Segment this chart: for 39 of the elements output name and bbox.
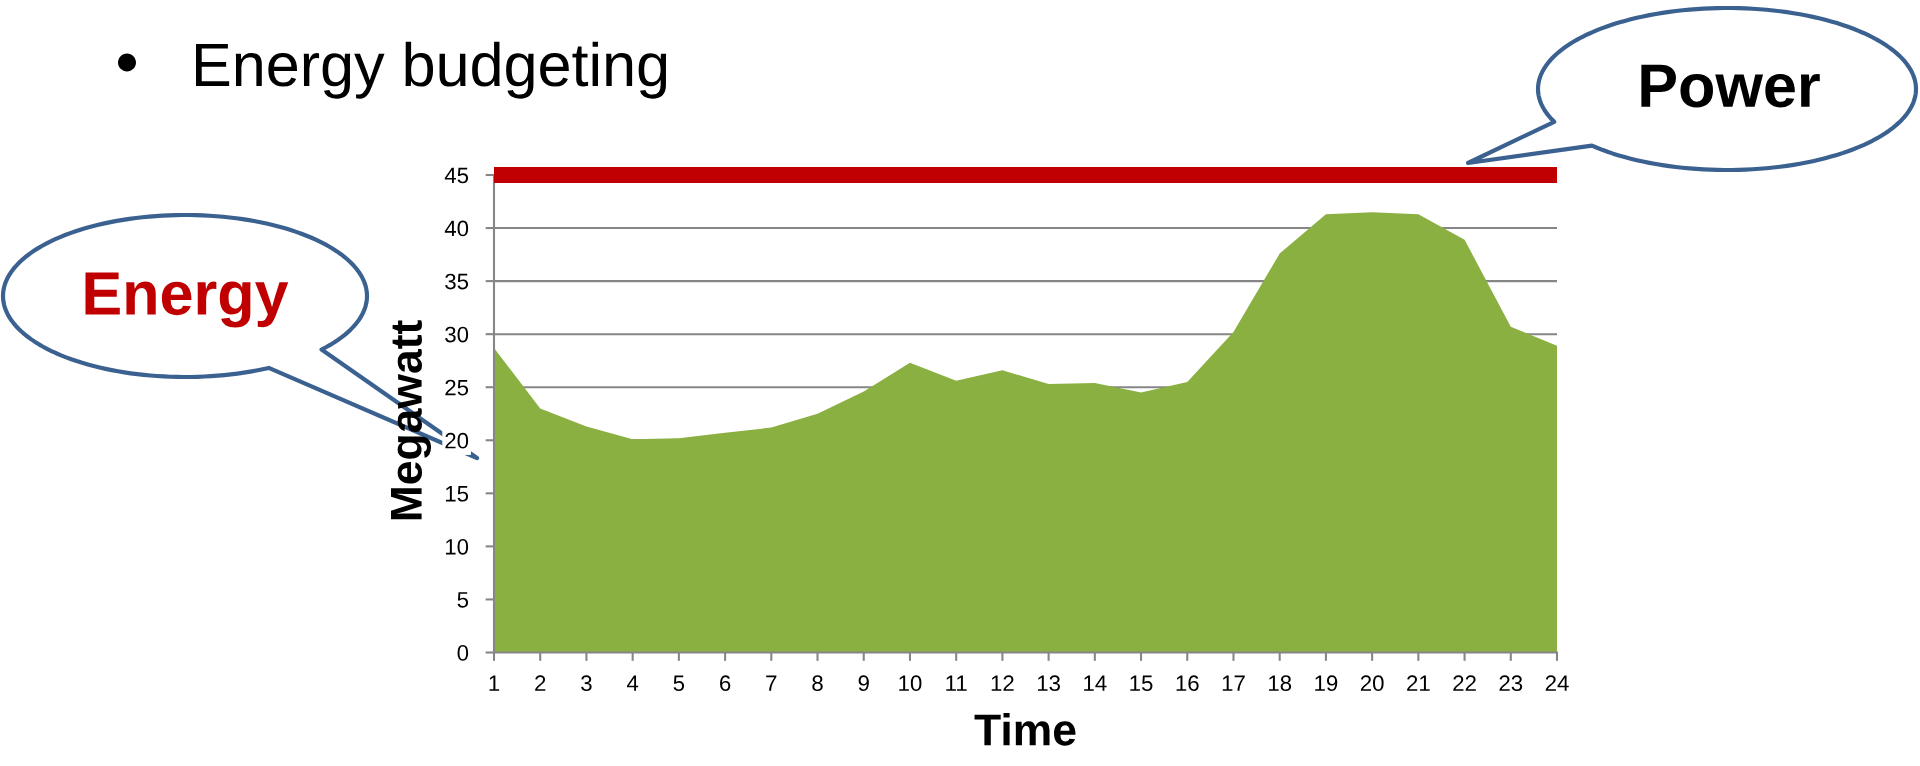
x-tick-label: 9	[858, 675, 869, 692]
x-tick-label: 3	[581, 675, 592, 692]
x-tick-label: 10	[899, 675, 922, 692]
y-axis-title: Megawatt	[391, 320, 431, 520]
y-tick-label: 20	[445, 432, 469, 449]
y-tick-label: 30	[445, 326, 469, 343]
x-tick-label: 8	[812, 675, 823, 692]
x-tick-label: 20	[1360, 675, 1384, 692]
y-tick-label: 35	[445, 273, 469, 290]
x-tick-label: 7	[766, 675, 777, 691]
x-tick-label: 14	[1084, 675, 1107, 691]
x-tick-label: 6	[720, 675, 731, 692]
x-tick-label: 4	[626, 675, 639, 691]
x-tick-label: 11	[946, 675, 967, 691]
y-tick-label: 45	[444, 167, 469, 184]
x-tick-label: 17	[1222, 675, 1245, 691]
x-tick-label: 18	[1269, 675, 1292, 692]
x-tick-label: 15	[1130, 675, 1153, 692]
x-tick-label: 22	[1453, 675, 1476, 691]
x-tick-label: 19	[1315, 675, 1338, 692]
chart-title: Energy budgeting	[196, 41, 667, 99]
x-tick-label: 24	[1545, 675, 1569, 691]
x-tick-label: 5	[673, 675, 685, 692]
ref-line-label: Power	[1641, 64, 1820, 108]
x-axis-title: Time	[974, 713, 1076, 746]
x-tick-label: 1	[489, 675, 500, 691]
y-tick-label: 5	[457, 592, 469, 608]
y-tick-label: 10	[445, 538, 469, 555]
y-tick-label: 25	[445, 379, 469, 396]
x-tick-label: 12	[991, 675, 1014, 691]
y-tick-label: 0	[457, 645, 469, 661]
text: Energy	[85, 272, 289, 328]
y-tick-label: 40	[444, 220, 469, 237]
x-tick-label: 2	[535, 675, 546, 691]
x-tick-label: 23	[1499, 675, 1523, 692]
x-tick-label: 16	[1176, 675, 1199, 692]
x-tick-label: 21	[1407, 675, 1430, 691]
x-tick-label: 13	[1037, 675, 1060, 692]
y-tick-label: 15	[445, 486, 469, 502]
